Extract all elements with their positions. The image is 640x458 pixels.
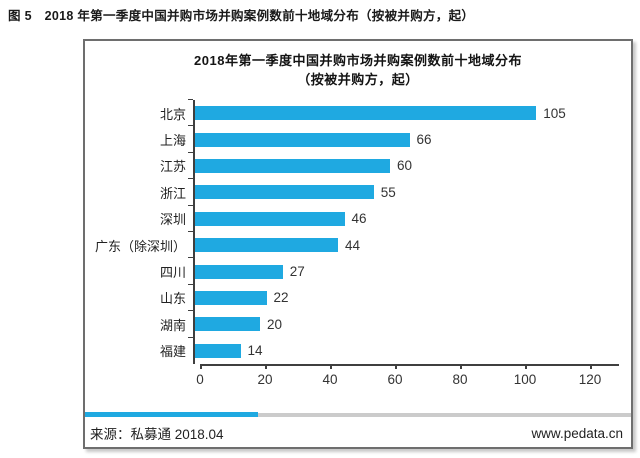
x-axis <box>200 363 619 369</box>
bar-row: 江苏 60 <box>85 151 631 180</box>
chart-title-line1: 2018年第一季度中国并购市场并购案例数前十地域分布 <box>194 53 522 68</box>
bar-track: 46 <box>188 204 619 232</box>
bar-track: 14 <box>188 336 619 364</box>
bar <box>195 132 410 147</box>
bar-row: 山东 22 <box>85 283 631 312</box>
bar <box>195 317 260 332</box>
bar-track: 55 <box>188 178 619 206</box>
x-tick-label: 60 <box>387 371 403 387</box>
value-label: 20 <box>267 316 283 332</box>
value-label: 60 <box>397 158 413 174</box>
chart-footer: 来源：私募通 2018.04 www.pedata.cn <box>85 424 631 443</box>
bar-row: 四川 27 <box>85 257 631 285</box>
bar-chart: 北京 105 上海 66 江苏 60 浙江 55 深圳 46 广东（除深圳） 44 四川 27 山东 22 湖南… <box>85 98 631 390</box>
category-label: 浙江 <box>159 185 186 201</box>
footer-divider <box>85 412 631 417</box>
bar-track: 44 <box>188 230 619 259</box>
x-axis-labels: 0 20 40 60 80 100 120 <box>196 371 631 390</box>
bar <box>195 343 241 358</box>
x-tick-label: 100 <box>513 371 537 387</box>
category-label: 广东（除深圳） <box>94 238 186 254</box>
category-label: 湖南 <box>159 317 186 333</box>
value-label: 44 <box>345 237 361 253</box>
value-label: 46 <box>351 211 367 227</box>
divider-accent <box>85 412 258 417</box>
x-tick-label: 40 <box>322 371 338 387</box>
category-label: 福建 <box>159 344 186 360</box>
category-label: 深圳 <box>159 212 186 228</box>
bar <box>195 290 267 305</box>
bar <box>195 211 345 226</box>
category-label: 北京 <box>159 106 186 122</box>
bar-row: 浙江 55 <box>85 178 631 206</box>
chart-title: 2018年第一季度中国并购市场并购案例数前十地域分布 （按被并购方，起） <box>85 52 631 90</box>
bar-track: 105 <box>188 98 619 127</box>
bar <box>195 264 283 279</box>
value-label: 14 <box>247 343 263 359</box>
bar <box>195 185 374 200</box>
bar-row: 湖南 20 <box>85 310 631 338</box>
bar-track: 20 <box>188 310 619 338</box>
x-tick-label: 120 <box>578 371 602 387</box>
bar-track: 66 <box>188 125 619 153</box>
value-label: 27 <box>289 264 305 280</box>
source-label: 来源：私募通 2018.04 <box>90 427 224 442</box>
value-label: 66 <box>416 132 432 148</box>
bar-rows: 北京 105 上海 66 江苏 60 浙江 55 深圳 46 广东（除深圳） 44 四川 27 山东 22 湖南… <box>85 98 631 364</box>
bar-track: 22 <box>188 283 619 312</box>
bar-row: 福建 14 <box>85 336 631 364</box>
category-label: 上海 <box>159 133 186 149</box>
bar-row: 深圳 46 <box>85 204 631 232</box>
bar <box>195 158 390 173</box>
bar-track: 27 <box>188 257 619 285</box>
bar-row: 广东（除深圳） 44 <box>85 230 631 259</box>
bar <box>195 238 338 253</box>
value-label: 105 <box>543 105 566 121</box>
chart-title-line2: （按被并购方，起） <box>297 71 419 87</box>
website-label: www.pedata.cn <box>531 425 623 441</box>
bar-row: 上海 66 <box>85 125 631 153</box>
category-label: 江苏 <box>159 159 186 175</box>
category-label: 四川 <box>159 265 186 281</box>
bar-row: 北京 105 <box>85 98 631 127</box>
bar <box>195 106 537 121</box>
x-tick-label: 80 <box>452 371 468 387</box>
chart-panel: 2018年第一季度中国并购市场并购案例数前十地域分布 （按被并购方，起） 北京 1… <box>83 39 633 449</box>
x-tick-label: 20 <box>257 371 273 387</box>
bar-track: 60 <box>188 151 619 180</box>
x-tick-label: 0 <box>196 371 204 387</box>
category-label: 山东 <box>159 291 186 307</box>
figure-caption: 图 5 2018 年第一季度中国并购市场并购案例数前十地域分布（按被并购方，起） <box>8 9 475 23</box>
value-label: 22 <box>273 290 289 306</box>
value-label: 55 <box>380 184 396 200</box>
